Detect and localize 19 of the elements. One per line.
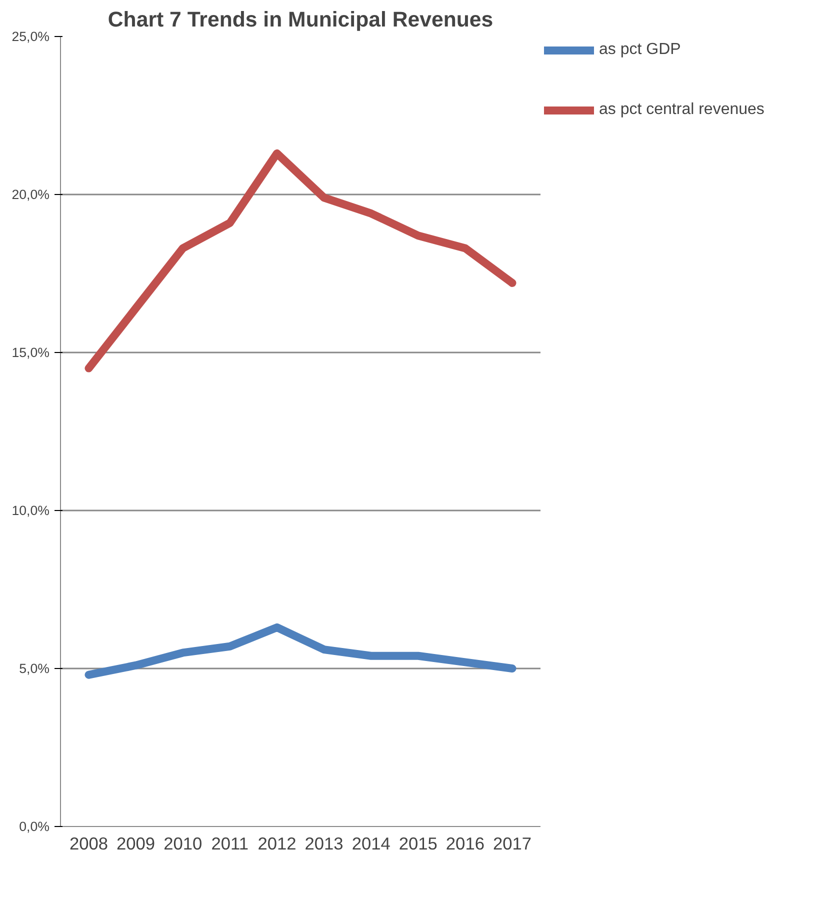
x-tick-label: 2016 <box>446 834 484 854</box>
x-tick-label: 2015 <box>398 834 438 854</box>
x-tick-label: 2013 <box>304 834 344 854</box>
y-tick-label: 0,0% <box>19 819 50 834</box>
y-tick-label: 25,0% <box>12 29 50 44</box>
x-tick-label: 2012 <box>258 834 296 854</box>
x-tick-label: 2014 <box>352 834 391 854</box>
chart-title: Chart 7 Trends in Municipal Revenues <box>108 8 494 32</box>
y-tick-label: 20,0% <box>12 187 50 202</box>
y-tick-label: 15,0% <box>12 345 50 360</box>
x-tick-label: 2011 <box>211 834 249 854</box>
y-tick-label: 5,0% <box>19 661 50 676</box>
x-tick-label: 2008 <box>69 834 108 854</box>
y-tick-label: 10,0% <box>12 503 50 518</box>
legend-label: as pct central revenues <box>599 101 764 119</box>
legend-label: as pct GDP <box>599 41 681 59</box>
x-tick-label: 2010 <box>164 834 202 854</box>
x-tick-label: 2009 <box>116 834 156 854</box>
x-tick-label: 2017 <box>492 834 532 854</box>
